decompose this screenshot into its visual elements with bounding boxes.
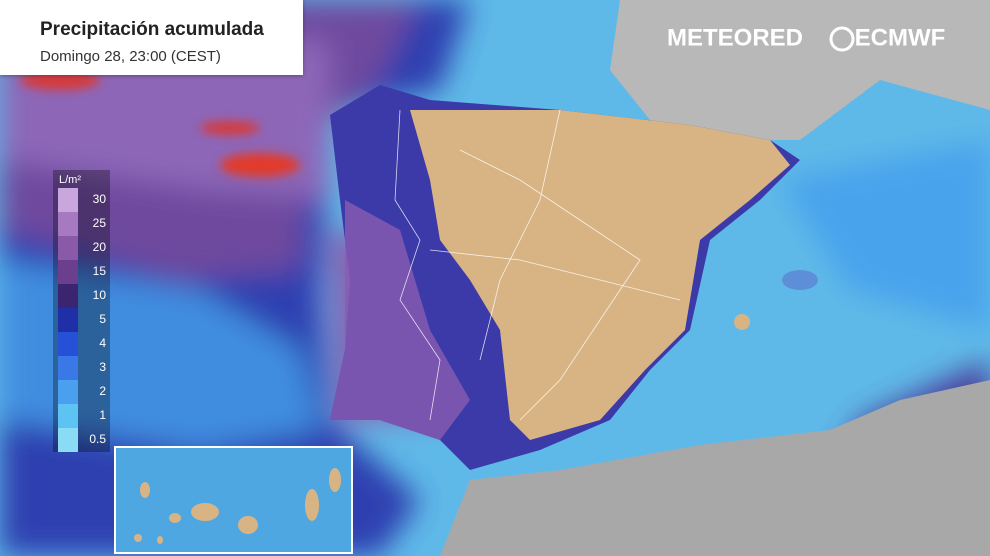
brand-meteored: METEORED	[667, 24, 803, 51]
mallorca	[782, 270, 818, 290]
africa	[440, 380, 990, 556]
ibiza	[734, 314, 750, 330]
france	[610, 0, 990, 140]
legend-label: 0.5	[89, 432, 106, 446]
legend-label: 30	[93, 192, 107, 206]
legend-label: 25	[93, 216, 107, 230]
brand-ecmwf: ECMWF	[855, 24, 946, 51]
legend-swatch	[58, 260, 78, 284]
legend-swatch	[58, 308, 78, 332]
legend-label: 2	[99, 384, 106, 398]
borders	[394, 109, 681, 421]
canary-islands	[134, 468, 341, 544]
ecmwf-logo	[829, 26, 855, 52]
legend-label: 5	[99, 312, 106, 326]
legend-swatch	[58, 236, 78, 260]
legend-label: 10	[93, 288, 107, 302]
legend-label: 1	[99, 408, 106, 422]
legend-swatch	[58, 332, 78, 356]
iberia-dry	[410, 110, 790, 440]
title-box: Precipitación acumulada Domingo 28, 23:0…	[0, 0, 303, 75]
legend-swatch	[58, 284, 78, 308]
heavy-precip	[20, 70, 300, 177]
subtitle: Domingo 28, 23:00 (CEST)	[40, 48, 221, 65]
title: Precipitación acumulada	[40, 19, 264, 40]
legend: L/m² 30 25 20 15 10 5 4 3 2 1 0.5	[53, 170, 110, 452]
legend-swatch	[58, 188, 78, 212]
legend-label: 3	[99, 360, 106, 374]
legend-label: 4	[99, 336, 106, 350]
legend-swatch	[58, 380, 78, 404]
legend-swatch	[58, 428, 78, 452]
legend-swatch	[58, 404, 78, 428]
legend-swatch	[58, 356, 78, 380]
legend-swatch	[58, 212, 78, 236]
legend-unit: L/m²	[59, 174, 81, 186]
legend-label: 20	[93, 240, 107, 254]
portugal-rain	[330, 200, 470, 440]
legend-label: 15	[93, 264, 107, 278]
